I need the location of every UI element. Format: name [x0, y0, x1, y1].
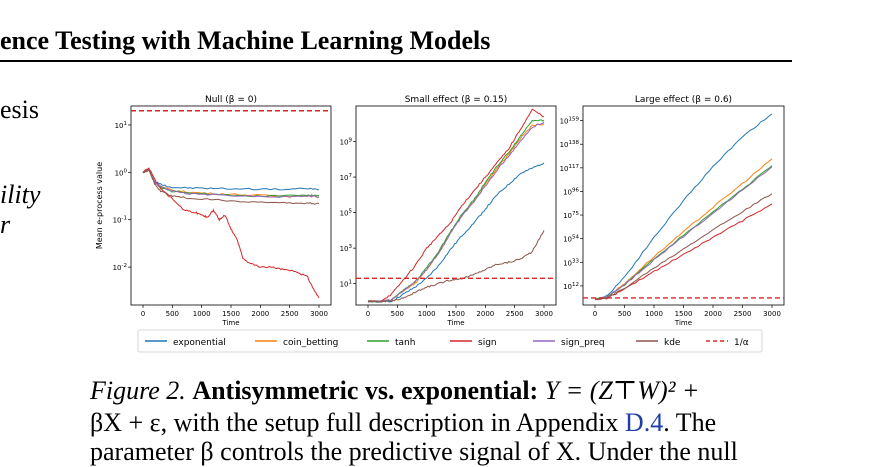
series-line-kde [142, 169, 320, 205]
y-tick-label: 10159 [560, 117, 580, 126]
x-tick-label: 3000 [763, 310, 781, 318]
series-group [356, 108, 556, 303]
x-tick-label: 500 [166, 310, 179, 318]
x-tick-label: 2000 [251, 310, 269, 318]
x-tick-label: 1000 [418, 310, 436, 318]
x-axis-label: Time [674, 319, 692, 327]
margin-text-1: esis [0, 95, 39, 124]
margin-text-3: r [0, 210, 11, 239]
legend: exponential coin_betting tanh sign sign_preq… [137, 329, 763, 353]
x-tick-label: 3000 [535, 310, 553, 318]
figure-caption: Figure 2. Antisymmetric vs. exponential:… [90, 375, 800, 439]
legend-label: kde [664, 338, 681, 348]
y-tick-label: 105 [340, 209, 353, 218]
legend-label: 1/α [734, 338, 749, 348]
series-line-sign_preq [142, 168, 320, 199]
page-header-title: ence Testing with Machine Learning Model… [0, 26, 491, 55]
figure-2: Null (β = 0) 0 500 1000 1500 2000 2500 3000 Time… [0, 90, 800, 360]
series-line-kde [367, 230, 545, 303]
series-line-coin_betting [367, 123, 545, 303]
y-axis-label: Mean e-process value [95, 162, 104, 249]
y-tick-label: 1075 [563, 211, 579, 220]
series-line-tanh [595, 165, 773, 300]
series-group [583, 113, 784, 301]
series-line-sign [367, 108, 545, 303]
y-tick-label: 101 [340, 280, 352, 289]
header-rule [0, 60, 792, 62]
legend-label: tanh [395, 338, 415, 348]
x-axis-label: Time [446, 319, 464, 327]
x-tick-label: 2000 [476, 310, 494, 318]
series-line-coin_betting [594, 158, 773, 301]
series-line-tanh [142, 168, 320, 198]
x-tick-label: 3000 [310, 310, 328, 318]
caption-label: Figure 2. [90, 376, 186, 405]
y-tick-label: 103 [340, 244, 353, 253]
x-tick-label: 500 [391, 310, 404, 318]
y-tick-label: 1033 [563, 258, 579, 267]
series-line-sign_preq [367, 121, 545, 303]
legend-label: exponential [173, 338, 226, 348]
y-tick-label: 101 [115, 121, 127, 130]
y-tick-label: 1096 [563, 187, 579, 196]
y-tick-label: 10117 [560, 164, 580, 173]
caption-formula: Y = (Z⊤W)² + [544, 376, 700, 405]
x-tick-label: 0 [366, 310, 370, 318]
series-line-kde [594, 193, 773, 301]
y-tick-label: 10138 [560, 140, 580, 149]
caption-bold: Antisymmetric vs. exponential: [192, 376, 539, 405]
series-line-sign_preq [594, 166, 773, 300]
series-line-exponential [367, 162, 545, 303]
series-line-tanh [367, 119, 545, 303]
y-tick-label: 1012 [563, 282, 579, 291]
y-tick-label: 100 [115, 168, 128, 177]
x-axis-label: Time [221, 319, 239, 327]
x-tick-label: 0 [141, 310, 145, 318]
y-tick-label: 109 [340, 138, 353, 147]
x-tick-label: 1000 [645, 310, 663, 318]
series-line-exponential [142, 168, 320, 191]
x-tick-label: 1500 [222, 310, 240, 318]
legend-label: coin_betting [283, 338, 338, 348]
y-tick-label: 1054 [563, 235, 579, 244]
y-tick-label: 10-2 [113, 263, 127, 272]
x-tick-label: 1500 [447, 310, 465, 318]
x-tick-label: 2000 [704, 310, 722, 318]
x-tick-label: 2500 [281, 310, 299, 318]
caption-line2-end: . The [663, 408, 717, 437]
series-line-exponential [594, 113, 773, 300]
caption-cut-line: parameter β controls the predictive sign… [90, 437, 738, 466]
margin-text-2: ility [0, 180, 41, 209]
panel-title: Small effect (β = 0.15) [405, 95, 508, 105]
x-tick-label: 2500 [506, 310, 524, 318]
series-line-sign [142, 167, 320, 299]
panel-title: Large effect (β = 0.6) [635, 95, 732, 105]
x-tick-label: 1000 [193, 310, 211, 318]
x-tick-label: 2500 [734, 310, 752, 318]
series-group [131, 110, 331, 299]
x-tick-label: 1500 [675, 310, 693, 318]
y-tick-label: 10-1 [113, 216, 127, 225]
legend-label: sign_preq [561, 338, 605, 348]
appendix-link[interactable]: D.4 [624, 408, 664, 437]
legend-label: sign [478, 338, 497, 348]
axes-frame [355, 105, 557, 306]
axes-frame [582, 105, 785, 306]
figure-svg: Null (β = 0)0 500 1000 1500 2000 2500 3000Time… [95, 95, 785, 353]
panel-title: Null (β = 0) [205, 95, 257, 105]
y-tick-label: 107 [340, 173, 353, 182]
x-tick-label: 500 [618, 310, 631, 318]
x-tick-label: 0 [593, 310, 597, 318]
caption-line2: βX + ε, with the setup full description … [90, 408, 619, 437]
series-line-coin_betting [142, 169, 320, 198]
